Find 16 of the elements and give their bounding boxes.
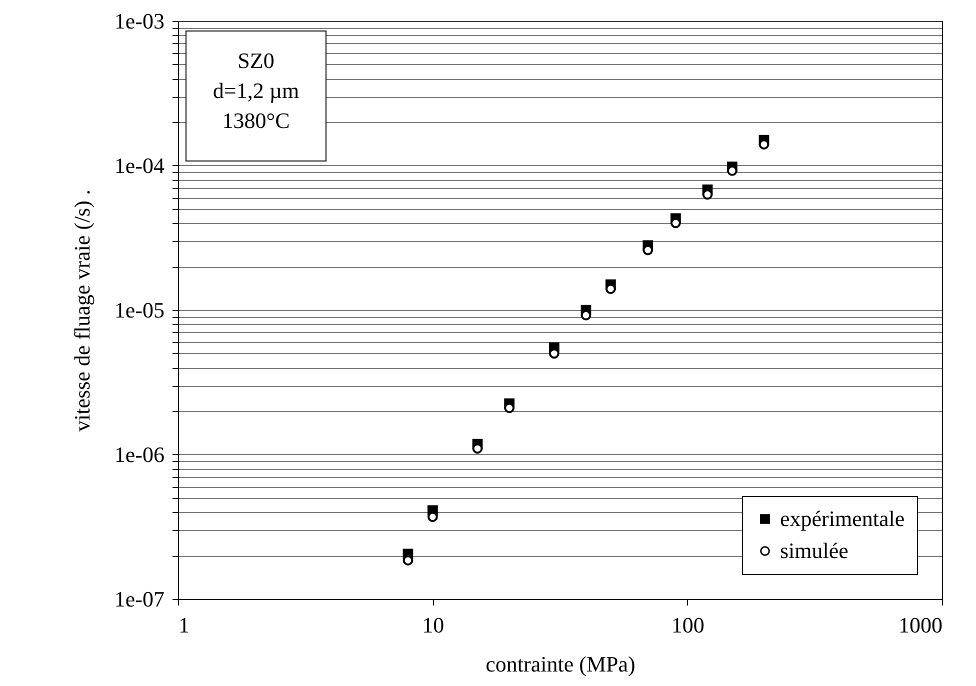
x-tick-label: 1000 xyxy=(898,612,942,638)
x-tick-label: 10 xyxy=(422,612,444,638)
x-tick-label: 1 xyxy=(178,612,190,638)
annotation: 1380°C xyxy=(222,108,290,133)
y-tick-label: 1e-07 xyxy=(114,586,164,612)
y-tick-label: 1e-04 xyxy=(114,153,164,178)
y-tick-label: 1e-05 xyxy=(114,298,164,322)
legend-label: simulée xyxy=(780,538,848,563)
y-tick-label: 1e-06 xyxy=(114,442,164,467)
y-tick-label: 1e-03 xyxy=(114,8,164,34)
y-axis-title: vitesse de fluage vraie (/s) . xyxy=(69,190,94,432)
x-axis-title: contrainte (MPa) xyxy=(486,652,636,676)
annotation: SZ0 xyxy=(238,48,274,73)
x-tick-label: 100 xyxy=(671,612,704,638)
legend-label: expérimentale xyxy=(780,506,905,531)
annotation: d=1,2 µm xyxy=(212,78,300,103)
